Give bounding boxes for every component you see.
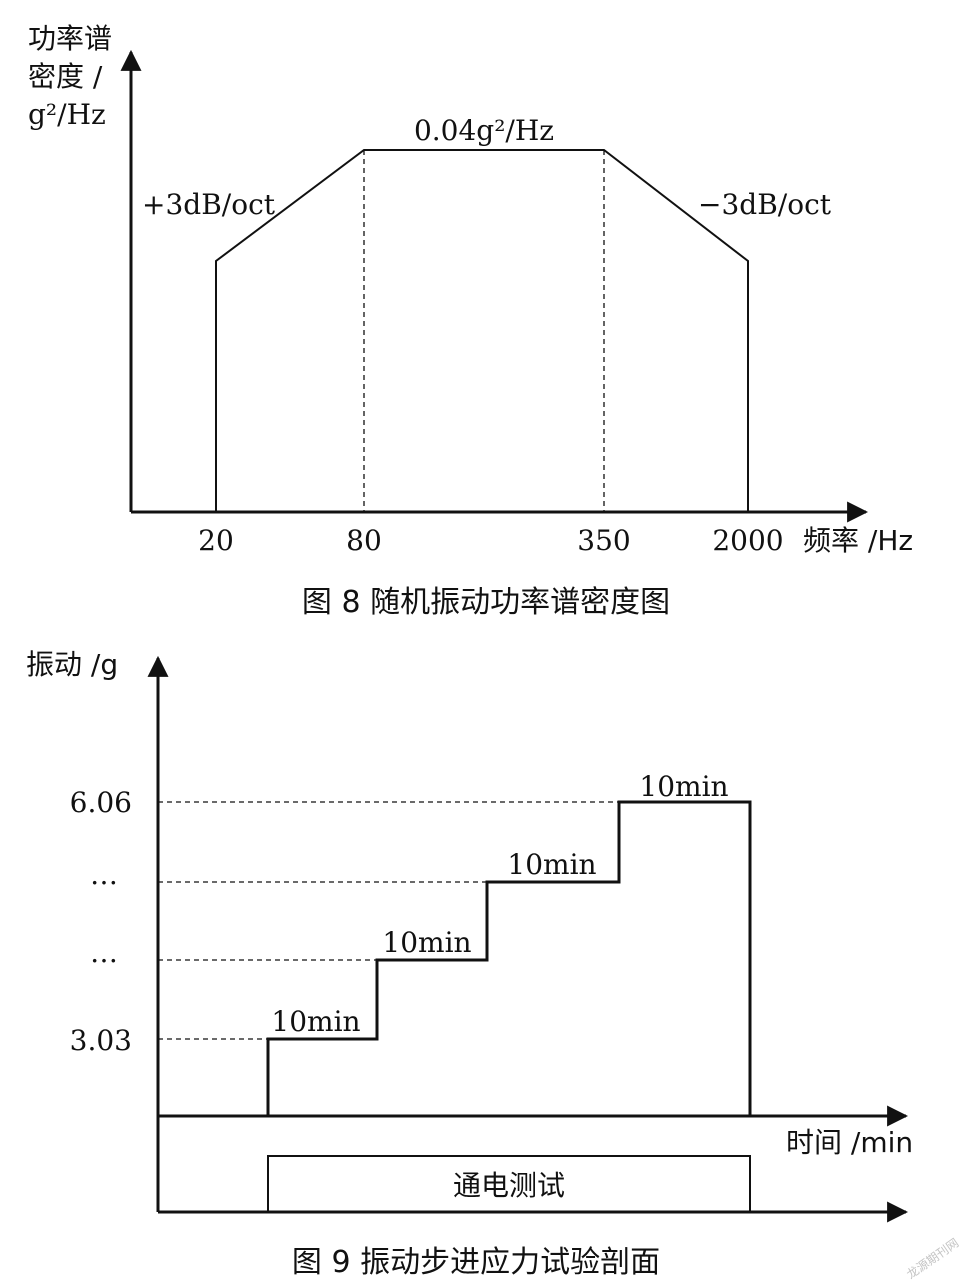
psd-y-label-line3: g²/Hz (28, 98, 106, 131)
power-test-label: 通电测试 (453, 1169, 565, 1202)
psd-y-label-line1: 功率谱 (28, 22, 112, 55)
step-stress-chart: 振动 /g 6.06 … … 3.03 10min 10min 10min 10… (26, 648, 913, 1280)
step-y-tick-6.06: 6.06 (70, 786, 132, 819)
psd-y-label-line2: 密度 / (28, 60, 103, 93)
step-label-4: 10min (639, 770, 728, 803)
watermark: 龙源期刊网 (904, 1236, 961, 1282)
step-label-1: 10min (271, 1005, 360, 1038)
step-y-tick-dots-lower: … (90, 936, 118, 969)
psd-caption: 图 8 随机振动功率谱密度图 (302, 585, 670, 620)
psd-x-tick-20: 20 (198, 524, 234, 557)
step-y-label: 振动 /g (26, 648, 118, 681)
psd-rise-label: +3dB/oct (142, 188, 276, 221)
psd-x-label: 频率 /Hz (803, 524, 913, 557)
psd-chart: 功率谱 密度 / g²/Hz 0.04g²/Hz +3dB/oct −3dB/o… (28, 22, 913, 620)
power-test-box (267, 1155, 751, 1213)
psd-x-tick-80: 80 (346, 524, 382, 557)
step-label-2: 10min (382, 926, 471, 959)
step-label-3: 10min (507, 848, 596, 881)
psd-curve (215, 149, 749, 512)
psd-x-tick-350: 350 (577, 524, 630, 557)
psd-plateau-label: 0.04g²/Hz (414, 114, 554, 147)
step-y-tick-dots-upper: … (90, 858, 118, 891)
step-y-tick-3.03: 3.03 (70, 1024, 132, 1057)
step-x-label: 时间 /min (786, 1126, 913, 1159)
psd-fall-label: −3dB/oct (698, 188, 832, 221)
step-profile (266, 800, 752, 1116)
step-caption: 图 9 振动步进应力试验剖面 (292, 1245, 660, 1280)
psd-x-tick-2000: 2000 (712, 524, 783, 557)
